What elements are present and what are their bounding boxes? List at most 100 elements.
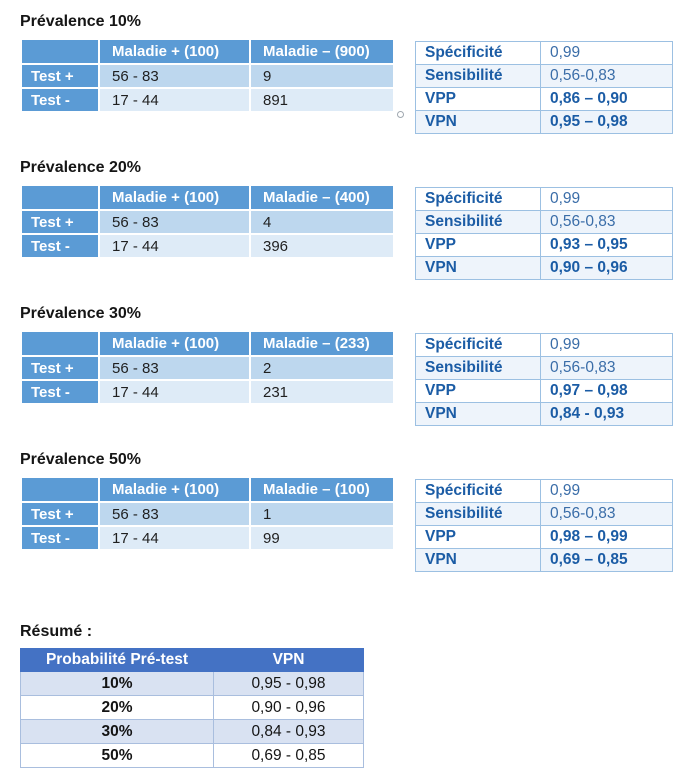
metrics-table: Spécificité 0,99 Sensibilité 0,56-0,83 V… [415, 41, 673, 134]
metric-label: VPP [415, 87, 541, 111]
table-row: Test + 56 - 83 2 [20, 355, 395, 381]
corner-cell [20, 476, 100, 503]
metric-row-vpn: VPN 0,69 – 0,85 [415, 548, 673, 572]
col-header-maladie-plus: Maladie + (100) [98, 330, 251, 357]
metric-row-vpn: VPN 0,95 – 0,98 [415, 110, 673, 134]
metric-label: Spécificité [415, 41, 541, 65]
metric-value: 0,69 – 0,85 [540, 548, 673, 572]
table-header-row: Maladie + (100) Maladie – (400) [20, 184, 395, 211]
metric-row-specificite: Spécificité 0,99 [415, 187, 673, 211]
corner-cell [20, 184, 100, 211]
vpn-value: 0,95 - 0,98 [213, 671, 364, 696]
col-header-maladie-plus: Maladie + (100) [98, 476, 251, 503]
cell-false-positive: 9 [249, 63, 395, 89]
metric-value: 0,95 – 0,98 [540, 110, 673, 134]
metric-label: VPN [415, 256, 541, 280]
metric-row-vpn: VPN 0,90 – 0,96 [415, 256, 673, 280]
corner-cell [20, 330, 100, 357]
summary-table: Probabilité Pré-test VPN 10% 0,95 - 0,98… [20, 648, 364, 768]
col-header-maladie-plus: Maladie + (100) [98, 184, 251, 211]
row-header-test-minus: Test - [20, 233, 100, 259]
metric-label: Spécificité [415, 333, 541, 357]
section-tables: Maladie + (100) Maladie – (100) Test + 5… [20, 476, 682, 572]
summary-header-row: Probabilité Pré-test VPN [20, 648, 364, 672]
table-row: Test + 56 - 83 1 [20, 501, 395, 527]
metric-label: Spécificité [415, 479, 541, 503]
cell-true-positive: 56 - 83 [98, 501, 251, 527]
metric-value: 0,99 [540, 41, 673, 65]
metric-label: Sensibilité [415, 64, 541, 88]
table-header-row: Maladie + (100) Maladie – (100) [20, 476, 395, 503]
metrics-table: Spécificité 0,99 Sensibilité 0,56-0,83 V… [415, 479, 673, 572]
metric-value: 0,84 - 0,93 [540, 402, 673, 426]
metric-label: VPN [415, 548, 541, 572]
row-header-test-plus: Test + [20, 209, 100, 235]
cell-true-positive: 56 - 83 [98, 355, 251, 381]
metric-label: VPP [415, 379, 541, 403]
metric-row-vpn: VPN 0,84 - 0,93 [415, 402, 673, 426]
metric-value: 0,56-0,83 [540, 502, 673, 526]
table-header-row: Maladie + (100) Maladie – (900) [20, 38, 395, 65]
prevalence-section-10: Prévalence 10% Maladie + (100) Maladie –… [20, 12, 682, 134]
contingency-table: Maladie + (100) Maladie – (400) Test + 5… [20, 184, 395, 259]
table-row: Test + 56 - 83 4 [20, 209, 395, 235]
row-header-test-plus: Test + [20, 63, 100, 89]
summary-row-50: 50% 0,69 - 0,85 [20, 743, 364, 768]
metric-row-specificite: Spécificité 0,99 [415, 479, 673, 503]
section-tables: Maladie + (100) Maladie – (233) Test + 5… [20, 330, 682, 426]
metric-row-sensibilite: Sensibilité 0,56-0,83 [415, 502, 673, 526]
summary-row-20: 20% 0,90 - 0,96 [20, 695, 364, 720]
selection-handle [397, 111, 404, 118]
metric-value: 0,56-0,83 [540, 64, 673, 88]
metrics-table: Spécificité 0,99 Sensibilité 0,56-0,83 V… [415, 333, 673, 426]
row-header-test-plus: Test + [20, 355, 100, 381]
pretest-value: 30% [20, 719, 214, 744]
metric-row-vpp: VPP 0,97 – 0,98 [415, 379, 673, 403]
table-header-row: Maladie + (100) Maladie – (233) [20, 330, 395, 357]
col-header-vpn: VPN [213, 648, 364, 672]
cell-true-negative: 231 [249, 379, 395, 405]
metric-label: VPP [415, 233, 541, 257]
col-header-maladie-plus: Maladie + (100) [98, 38, 251, 65]
vpn-value: 0,90 - 0,96 [213, 695, 364, 720]
metric-value: 0,86 – 0,90 [540, 87, 673, 111]
metric-label: Sensibilité [415, 356, 541, 380]
metrics-table: Spécificité 0,99 Sensibilité 0,56-0,83 V… [415, 187, 673, 280]
metric-value: 0,97 – 0,98 [540, 379, 673, 403]
metric-label: VPN [415, 402, 541, 426]
pretest-value: 50% [20, 743, 214, 768]
vpn-value: 0,84 - 0,93 [213, 719, 364, 744]
table-row: Test - 17 - 44 891 [20, 87, 395, 113]
pretest-value: 20% [20, 695, 214, 720]
contingency-table: Maladie + (100) Maladie – (900) Test + 5… [20, 38, 395, 113]
col-header-pretest: Probabilité Pré-test [20, 648, 214, 672]
col-header-maladie-minus: Maladie – (400) [249, 184, 395, 211]
section-title: Prévalence 30% [20, 305, 141, 322]
col-header-maladie-minus: Maladie – (100) [249, 476, 395, 503]
cell-false-positive: 4 [249, 209, 395, 235]
metric-row-specificite: Spécificité 0,99 [415, 333, 673, 357]
metric-row-sensibilite: Sensibilité 0,56-0,83 [415, 64, 673, 88]
section-tables: Maladie + (100) Maladie – (400) Test + 5… [20, 184, 682, 280]
cell-true-positive: 56 - 83 [98, 63, 251, 89]
cell-true-negative: 396 [249, 233, 395, 259]
metric-label: VPP [415, 525, 541, 549]
cell-false-negative: 17 - 44 [98, 233, 251, 259]
corner-cell [20, 38, 100, 65]
summary-section: Résumé : Probabilité Pré-test VPN 10% 0,… [20, 622, 682, 768]
row-header-test-plus: Test + [20, 501, 100, 527]
cell-true-negative: 891 [249, 87, 395, 113]
metric-value: 0,98 – 0,99 [540, 525, 673, 549]
row-header-test-minus: Test - [20, 87, 100, 113]
prevalence-section-50: Prévalence 50% Maladie + (100) Maladie –… [20, 450, 682, 572]
metric-row-sensibilite: Sensibilité 0,56-0,83 [415, 356, 673, 380]
cell-true-positive: 56 - 83 [98, 209, 251, 235]
metric-value: 0,99 [540, 479, 673, 503]
summary-row-30: 30% 0,84 - 0,93 [20, 719, 364, 744]
section-title: Prévalence 50% [20, 451, 141, 468]
contingency-table: Maladie + (100) Maladie – (100) Test + 5… [20, 476, 395, 551]
cell-false-negative: 17 - 44 [98, 525, 251, 551]
metric-value: 0,99 [540, 187, 673, 211]
cell-false-positive: 1 [249, 501, 395, 527]
